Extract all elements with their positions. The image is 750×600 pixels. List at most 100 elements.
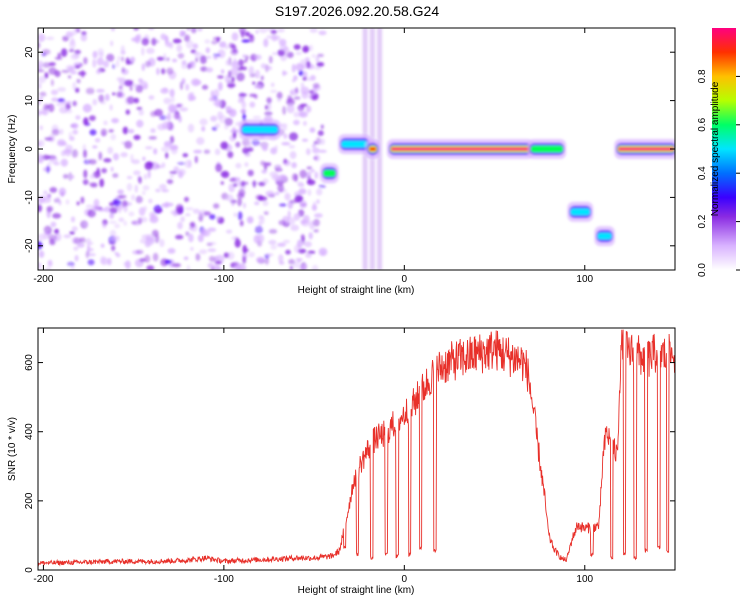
spectrogram-noise-cell: [298, 70, 304, 76]
spectrogram-noise-cell: [195, 253, 201, 261]
spectrogram-noise-cell: [269, 171, 279, 177]
spectrogram-noise-cell: [120, 56, 125, 62]
spectrogram-noise-cell: [68, 48, 75, 53]
spectrogram-noise-cell: [296, 181, 304, 186]
spectrogram-noise-cell: [286, 104, 295, 114]
colorbar-tick-label: 0.8: [697, 69, 708, 83]
spectrogram-noise-cell: [299, 200, 308, 209]
spectrogram-noise-cell: [316, 199, 320, 205]
spectrogram-noise-cell: [306, 77, 312, 82]
spectrogram-noise-cell: [270, 82, 275, 88]
spectrogram-noise-cell: [135, 85, 144, 93]
spectrogram-noise-cell: [233, 57, 237, 65]
spectrogram-noise-cell: [310, 75, 316, 81]
spectrogram-noise-cell: [203, 211, 212, 216]
spectrogram-noise-cell: [169, 144, 179, 151]
spectrogram-noise-cell: [160, 33, 167, 40]
spectrogram-noise-cell: [258, 28, 268, 34]
spectrogram-noise-cell: [117, 55, 121, 61]
spectrogram-noise-cell: [103, 158, 112, 163]
spectrogram-noise-cell: [63, 234, 72, 239]
spectrogram-noise-cell: [103, 60, 109, 68]
spectrogram-noise-cell: [172, 38, 182, 44]
spectrogram-xlabel: Height of straight line (km): [298, 285, 415, 296]
spectrogram-noise-cell: [242, 255, 247, 265]
spectrogram-noise-cell: [75, 28, 81, 33]
spectrogram-noise-cell: [62, 174, 69, 179]
spectrogram-noise-cell: [102, 221, 107, 229]
spectrogram-noise-cell: [172, 58, 178, 63]
spectrogram-noise-cell: [265, 65, 273, 71]
spectrogram-noise-cell: [114, 223, 120, 229]
spectrogram-noise-cell: [165, 152, 169, 159]
spectrogram-noise-cell: [207, 227, 217, 232]
snr-panel: -200 -100 0 100 0 200 400 600 Height of straigh…: [7, 327, 676, 596]
spectrogram-noise-cell: [210, 90, 214, 99]
spectrogram-noise-cell: [205, 67, 214, 73]
spectrogram-noise-cell: [281, 142, 291, 146]
spectrogram-noise-cell: [301, 219, 310, 227]
spectrogram-noise-cell: [50, 79, 54, 87]
spectrogram-noise-cell: [69, 231, 75, 235]
spectrogram-noise-cell: [249, 93, 257, 98]
figure-title: S197.2026.092.20.58.G24: [275, 3, 439, 19]
spectrogram-noise-cell: [131, 159, 140, 165]
spectrogram-noise-cell: [163, 141, 172, 147]
spectrogram-noise-cell: [87, 253, 96, 257]
spectrogram-noise-cell: [43, 103, 49, 111]
spectrogram-noise-cell: [248, 34, 254, 39]
spectrogram-noise-cell: [165, 57, 170, 62]
spectrogram-noise-cell: [96, 167, 100, 175]
spectrogram-feature-body: [341, 140, 369, 148]
spectrogram-noise-cell: [92, 145, 98, 149]
spectrogram-xtick-label: -100: [214, 274, 234, 285]
spectrogram-noise-cell: [70, 53, 80, 60]
spectrogram-noise-cell: [270, 29, 277, 35]
spectrogram-noise-cell: [60, 142, 68, 146]
spectrogram-noise-cell: [188, 233, 194, 243]
spectrogram-noise-cell: [254, 225, 263, 234]
spectrogram-feature-core: [390, 147, 530, 151]
spectrogram-noise-cell: [197, 234, 204, 243]
spectrogram-noise-cell: [309, 28, 318, 33]
snr-xtick-label: 0: [402, 574, 408, 585]
spectrogram-noise-cell: [197, 28, 203, 32]
spectrogram-noise-cell: [318, 30, 327, 36]
spectrogram-noise-cell: [88, 182, 98, 187]
spectrogram-noise-cell: [113, 153, 119, 161]
spectrogram-noise-cell: [107, 146, 114, 154]
spectrogram-noise-cell: [234, 265, 242, 270]
spectrogram-noise-cell: [159, 183, 167, 190]
spectrogram-noise-cell: [302, 76, 307, 81]
spectrogram-noise-cell: [118, 217, 125, 223]
spectrogram-noise-cell: [175, 203, 184, 213]
spectrogram-noise-cell: [39, 91, 47, 97]
spectrogram-noise-cell: [117, 204, 122, 214]
spectrogram-noise-cell: [130, 56, 136, 63]
spectrogram-noise-cell: [232, 126, 236, 133]
spectrogram-noise-cell: [43, 190, 48, 195]
spectrogram-noise-cell: [276, 91, 283, 100]
spectrogram-noise-cell: [70, 174, 75, 179]
spectrogram-noise-cell: [270, 244, 278, 250]
spectrogram-noise-cell: [278, 261, 285, 265]
spectrogram-noise-cell: [115, 60, 120, 68]
spectrogram-noise-cell: [51, 97, 59, 102]
spectrogram-noise-cell: [300, 103, 308, 107]
spectrogram-noise-cell: [317, 130, 324, 136]
spectrogram-noise-cell: [154, 108, 164, 117]
spectrogram-noise-cell: [217, 75, 224, 79]
spectrogram-feature-body: [597, 232, 612, 240]
spectrogram-noise-cell: [316, 62, 325, 67]
spectrogram-noise-cell: [48, 62, 56, 67]
spectrogram-noise-cell: [148, 211, 156, 218]
spectrogram-noise-cell: [318, 184, 326, 189]
spectrogram-noise-cell: [109, 229, 117, 237]
spectrogram-noise-cell: [72, 81, 77, 91]
spectrogram-noise-cell: [287, 210, 291, 219]
spectrogram-noise-cell: [134, 184, 138, 193]
spectrogram-noise-cell: [161, 146, 170, 153]
spectrogram-noise-cell: [38, 69, 45, 73]
spectrogram-noise-cell: [275, 180, 284, 186]
